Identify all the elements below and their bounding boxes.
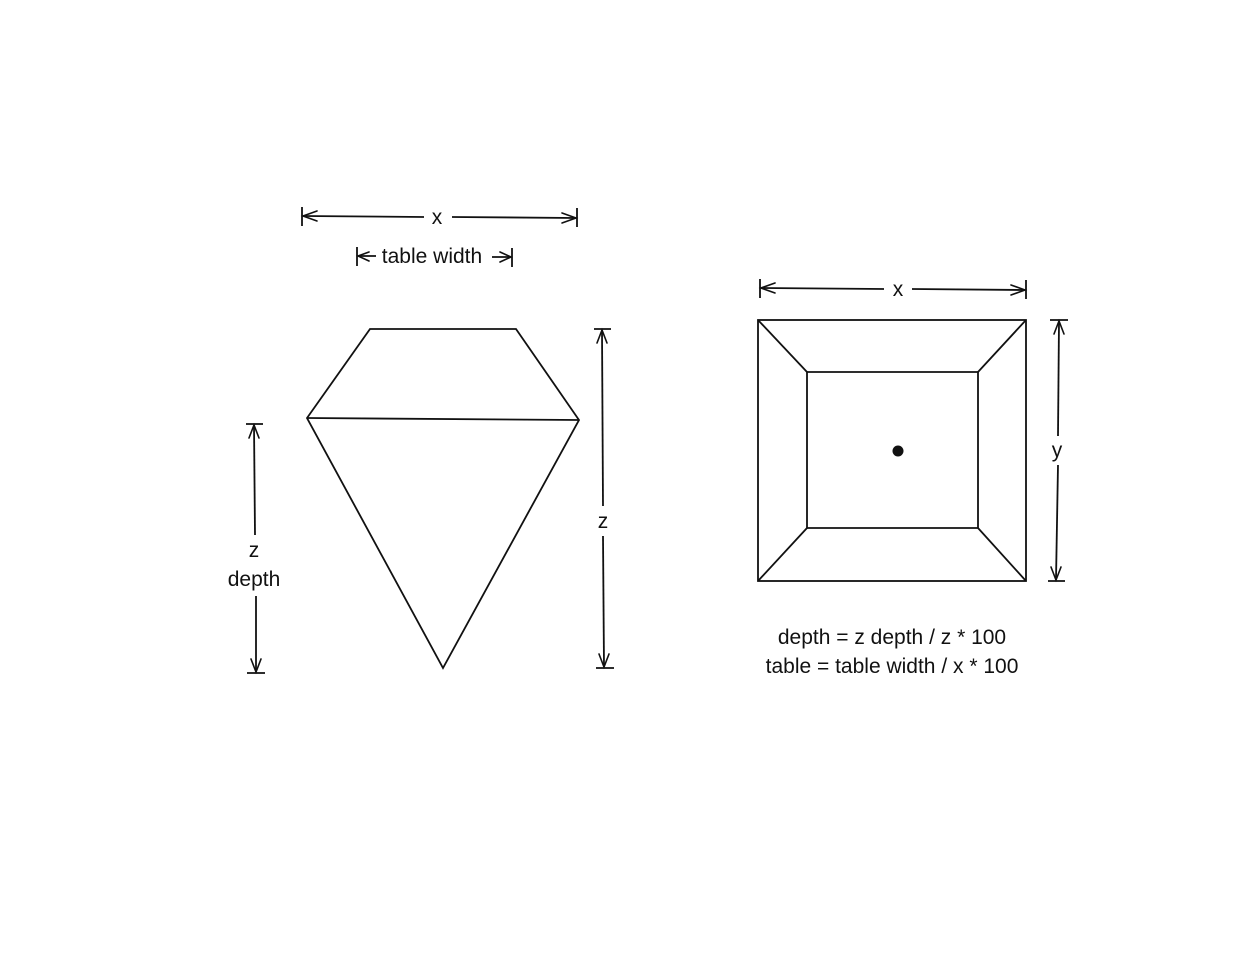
top-view: x y (757, 278, 1068, 583)
side-x-label: x (432, 206, 443, 229)
top-view-table-facet (806, 371, 979, 529)
side-z-dimension: z (594, 327, 614, 670)
table-width-label: table width (382, 245, 482, 268)
top-x-label: x (893, 278, 904, 301)
facet-edge (977, 527, 1027, 582)
z-depth-label-z: z (249, 539, 260, 562)
side-x-dimension: x (300, 206, 579, 229)
diamond-side-outline (305, 328, 581, 670)
side-view: x table width z (228, 206, 614, 675)
girdle-line (306, 417, 580, 421)
depth-formula: depth = z depth / z * 100 (778, 626, 1006, 649)
table-formula: table = table width / x * 100 (766, 655, 1019, 678)
z-depth-dimension: z depth (228, 422, 281, 675)
facet-edge (757, 527, 808, 582)
top-y-dimension: y (1048, 318, 1068, 583)
facet-edge (977, 319, 1027, 373)
culet-dot (892, 445, 904, 457)
facet-edge (757, 319, 808, 373)
top-view-outer-square (757, 319, 1027, 582)
z-depth-label-depth: depth (228, 568, 281, 591)
top-y-label: y (1052, 439, 1063, 462)
table-width-dimension: table width (355, 245, 513, 268)
side-z-label: z (598, 510, 609, 533)
top-x-dimension: x (758, 278, 1028, 301)
formulas: depth = z depth / z * 100 table = table … (766, 626, 1019, 678)
